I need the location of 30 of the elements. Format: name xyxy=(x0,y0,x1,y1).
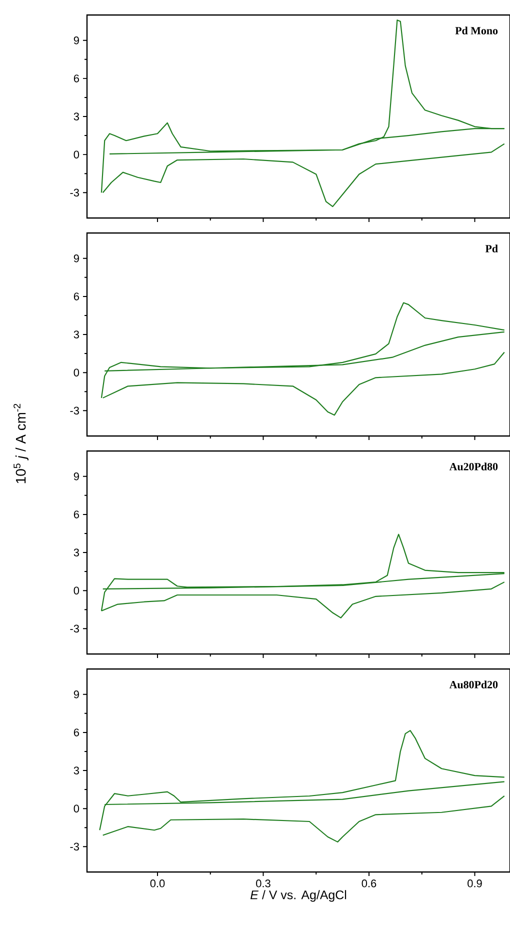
y-tick-label: 0 xyxy=(74,586,80,594)
x-axis-title: E / V vs. Ag/AgCl xyxy=(250,890,346,902)
y-tick-label: 3 xyxy=(74,330,79,338)
text: Pd Mono xyxy=(455,26,498,34)
y-tick-label: -3 xyxy=(70,406,79,415)
text: Au20Pd80 xyxy=(449,462,498,470)
y-tick-label: -3 xyxy=(70,842,79,851)
x-tick-label: 0.6 xyxy=(362,880,376,888)
y-tick-label: 6 xyxy=(74,292,79,300)
y-tick-label: 0 xyxy=(74,368,80,376)
text: Au80Pd20 xyxy=(449,680,498,688)
text: Pd xyxy=(485,244,498,252)
y-tick-label: 9 xyxy=(74,690,79,698)
y-tick-label: 3 xyxy=(74,112,79,120)
y-tick-label: 6 xyxy=(74,510,79,518)
x-tick-label: 0.9 xyxy=(468,880,482,888)
x-tick-label: 0.0 xyxy=(150,880,165,888)
y-tick-label: 3 xyxy=(74,766,79,774)
y-tick-label: 9 xyxy=(74,254,79,262)
y-tick-label: 6 xyxy=(74,728,79,736)
y-tick-label: -3 xyxy=(70,188,79,197)
y-tick-label: 0 xyxy=(74,804,80,812)
y-tick-label: 9 xyxy=(74,472,79,480)
y-tick-label: 3 xyxy=(74,548,79,556)
y-tick-label: 6 xyxy=(74,74,79,82)
x-tick-label: 0.3 xyxy=(256,880,270,888)
y-tick-label: 0 xyxy=(74,150,80,158)
y-tick-label: 9 xyxy=(74,36,79,44)
y-axis-title: 10$^{5}$ j / A cm$^{-2}$ xyxy=(14,404,28,484)
y-tick-label: -3 xyxy=(70,624,79,633)
